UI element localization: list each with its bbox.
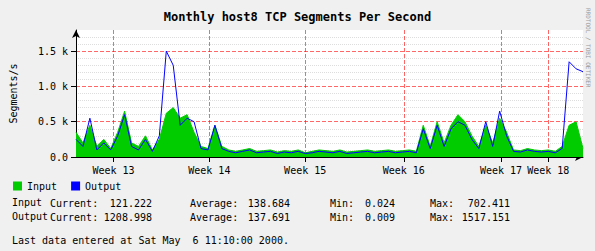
svg-text:Current:: Current: bbox=[50, 212, 98, 223]
svg-text:0.009: 0.009 bbox=[365, 212, 395, 223]
svg-text:Input: Input bbox=[12, 197, 42, 208]
svg-text:702.411: 702.411 bbox=[468, 198, 510, 209]
svg-text:Average:: Average: bbox=[190, 212, 238, 223]
svg-text:1.0 k: 1.0 k bbox=[38, 81, 68, 92]
svg-text:Min:: Min: bbox=[330, 212, 354, 223]
svg-text:0.0: 0.0 bbox=[50, 152, 68, 163]
svg-text:Monthly host8 TCP Segments Per: Monthly host8 TCP Segments Per Second bbox=[164, 10, 431, 24]
svg-text:Min:: Min: bbox=[330, 198, 354, 209]
svg-text:RRDTOOL / TOBI OETIKER: RRDTOOL / TOBI OETIKER bbox=[585, 8, 592, 88]
svg-text:Week 16: Week 16 bbox=[383, 165, 425, 176]
svg-text:138.684: 138.684 bbox=[248, 198, 290, 209]
svg-text:Week 15: Week 15 bbox=[284, 165, 326, 176]
svg-text:Max:: Max: bbox=[430, 212, 454, 223]
svg-text:Week 13: Week 13 bbox=[92, 165, 134, 176]
svg-text:Input: Input bbox=[27, 181, 57, 192]
svg-text:1.5 k: 1.5 k bbox=[38, 46, 68, 57]
svg-text:121.222: 121.222 bbox=[110, 198, 152, 209]
svg-text:Segments/s: Segments/s bbox=[8, 63, 19, 123]
svg-text:137.691: 137.691 bbox=[248, 212, 290, 223]
svg-text:Week 14: Week 14 bbox=[188, 165, 230, 176]
svg-text:1517.151: 1517.151 bbox=[462, 212, 510, 223]
svg-text:1208.998: 1208.998 bbox=[104, 212, 152, 223]
svg-text:Current:: Current: bbox=[50, 198, 98, 209]
svg-text:Max:: Max: bbox=[430, 198, 454, 209]
svg-text:Output: Output bbox=[12, 211, 48, 222]
svg-text:Last data entered at Sat May: Last data entered at Sat May 6 11:10:00 … bbox=[12, 235, 289, 246]
svg-text:Output: Output bbox=[85, 181, 121, 192]
svg-text:Average:: Average: bbox=[190, 198, 238, 209]
svg-text:Week 18: Week 18 bbox=[527, 165, 569, 176]
svg-text:Week 17: Week 17 bbox=[480, 165, 522, 176]
svg-text:0.024: 0.024 bbox=[365, 198, 395, 209]
svg-text:0.5 k: 0.5 k bbox=[38, 116, 68, 127]
